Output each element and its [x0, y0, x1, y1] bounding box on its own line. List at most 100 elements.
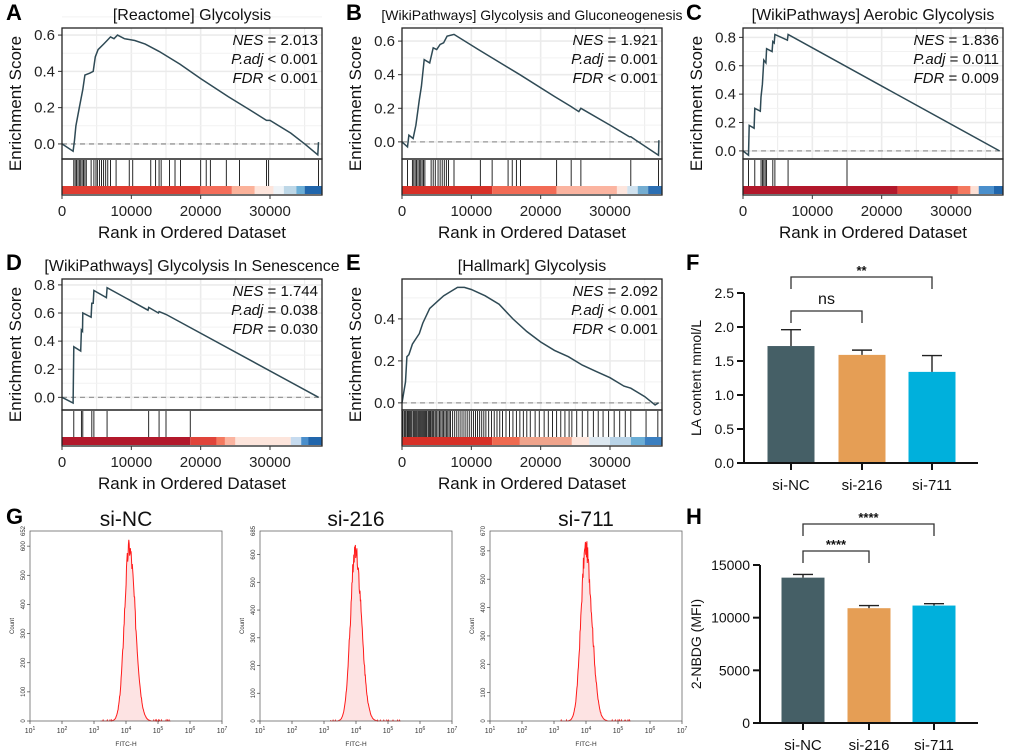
- x-tick-label: 0: [398, 203, 406, 220]
- x-tick-exponent: 3: [97, 726, 100, 732]
- x-tick-label: 102: [287, 726, 298, 735]
- stat-op: =: [944, 32, 961, 49]
- x-tick-base: 10: [57, 728, 65, 735]
- y-tick-label: 400: [251, 604, 257, 615]
- x-tick-label: 10000: [110, 203, 152, 220]
- x-axis-label: Rank in Ordered Dataset: [779, 223, 967, 242]
- x-tick-exponent: 5: [391, 726, 394, 732]
- y-tick-label: 600: [481, 545, 487, 556]
- stat-label: P.adj: [913, 51, 946, 68]
- rank-heat-segment: [970, 186, 979, 194]
- x-tick-exponent: 2: [295, 726, 298, 732]
- y-tick-label: 0.8: [34, 277, 55, 294]
- rank-heat-segment: [190, 437, 217, 445]
- chart-title: [WikiPathways] Glycolysis In Senescence: [44, 258, 339, 275]
- rank-heat-segment: [897, 186, 958, 194]
- x-tick-label: 0: [398, 454, 406, 471]
- x-tick-label: 105: [153, 726, 164, 735]
- rank-heat-segment: [62, 186, 201, 194]
- enrichment-curve: [61, 34, 320, 157]
- x-axis-label: FITC-H: [345, 741, 367, 748]
- y-tick-label: 0.2: [34, 100, 55, 117]
- stat-value: 0.001: [620, 321, 658, 338]
- stat-value: 1.836: [961, 32, 999, 49]
- x-tick-exponent: 7: [455, 726, 458, 732]
- x-tick-label: 104: [581, 726, 592, 735]
- rank-heat-segment: [993, 186, 1003, 194]
- x-tick-label: si-216: [849, 737, 890, 752]
- x-tick-exponent: 1: [493, 726, 496, 732]
- bar-si-711: [912, 605, 956, 723]
- rug-border: [742, 158, 1004, 196]
- y-tick-label: 200: [21, 657, 27, 668]
- bar-si-216: [847, 608, 891, 723]
- chart-title: [Hallmark] Glycolysis: [458, 258, 606, 275]
- x-axis-label: FITC-H: [115, 741, 137, 748]
- chart-title: [Reactome] Glycolysis: [113, 7, 271, 24]
- rank-heat-segment: [492, 437, 520, 445]
- x-tick-label: 20000: [520, 454, 562, 471]
- stat-op: =: [945, 51, 962, 68]
- panel-letter: E: [346, 250, 361, 275]
- stat-op: =: [263, 283, 280, 300]
- enrichment-curve: [401, 286, 659, 406]
- rank-heat-segment: [301, 437, 309, 445]
- y-tick-label: 300: [251, 632, 257, 643]
- y-axis-label: Enrichment Score: [6, 287, 25, 422]
- y-axis-label: Count: [10, 618, 16, 634]
- x-tick-base: 10: [25, 728, 33, 735]
- x-tick-label: si-711: [912, 477, 952, 494]
- panel-letter: H: [686, 504, 702, 529]
- stat-label: P.adj: [571, 51, 604, 68]
- y-tick-label: 0.0: [34, 136, 55, 153]
- rank-heat-segment: [589, 437, 610, 445]
- y-tick-label: 10000: [711, 610, 750, 626]
- panel-letter: A: [6, 0, 22, 25]
- stat-label: P.adj: [231, 302, 264, 319]
- x-tick-label: 30000: [249, 203, 291, 220]
- rank-heat-segment: [402, 186, 493, 194]
- x-tick-exponent: 5: [621, 726, 624, 732]
- x-tick-base: 10: [255, 728, 263, 735]
- stat-nes: NES = 1.836: [914, 32, 1000, 49]
- x-tick-base: 10: [319, 728, 327, 735]
- stat-fdr: FDR < 0.001: [233, 70, 318, 87]
- histogram-fill: [560, 541, 631, 721]
- bar-si-NC: [781, 577, 825, 723]
- rank-heat-segment: [616, 186, 628, 194]
- x-tick-label: 102: [57, 726, 68, 735]
- x-tick-label: 20000: [180, 203, 222, 220]
- chart-title: [WikiPathways] Aerobic Glycolysis: [752, 7, 995, 24]
- rank-heat-segment: [743, 186, 898, 194]
- panel-letter: G: [6, 504, 23, 529]
- x-tick-exponent: 6: [423, 726, 426, 732]
- enrichment-curve: [401, 33, 660, 157]
- x-tick-label: 10000: [450, 203, 492, 220]
- x-tick-exponent: 7: [225, 726, 228, 732]
- y-tick-label: 2.5: [715, 285, 735, 301]
- x-tick-exponent: 6: [653, 726, 656, 732]
- rank-heat-segment: [556, 186, 617, 194]
- panel-h: Hsi-NC si-216 si-711 0 5000 10000 15000 2-NBDG …: [686, 504, 978, 752]
- stat-value: 0.011: [963, 51, 999, 68]
- significance-label: ****: [826, 537, 847, 552]
- rug-border: [401, 409, 663, 447]
- x-tick-base: 10: [677, 728, 685, 735]
- rank-heat-segment: [308, 437, 322, 445]
- y-axis-label: LA content mmol/L: [688, 320, 704, 436]
- rank-heat-segment: [296, 186, 305, 194]
- panel-letter: B: [346, 0, 362, 25]
- stat-padj: P.adj = 0.001: [571, 51, 658, 68]
- y-tick-label: 500: [21, 570, 27, 581]
- y-axis-label: Enrichment Score: [346, 36, 365, 171]
- x-tick-label: 104: [121, 726, 132, 735]
- rank-heat-segment: [571, 437, 590, 445]
- rank-heat-segment: [519, 437, 572, 445]
- stat-label: FDR: [914, 70, 945, 87]
- panel-d: D 0.0 0.2 0.4 0.6 0.8 0 10000 20000 30000 Rank in …: [6, 250, 340, 493]
- stat-value: 0.038: [280, 302, 318, 319]
- rank-heat-segment: [978, 186, 994, 194]
- rank-heat-segment: [62, 437, 191, 445]
- rug-border: [61, 409, 323, 447]
- rank-heat-segment: [231, 186, 255, 194]
